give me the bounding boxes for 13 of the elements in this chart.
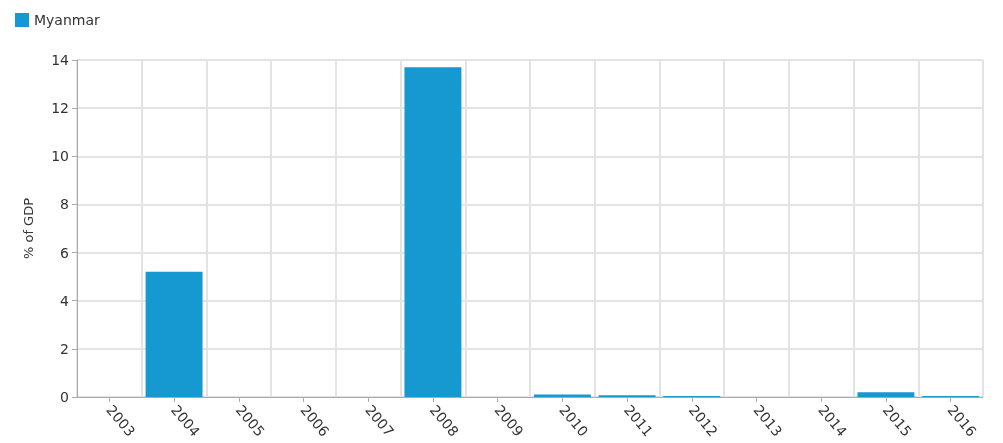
y-tick-label: 4 xyxy=(60,292,70,309)
y-tick-label: 6 xyxy=(60,244,70,261)
bar xyxy=(857,392,915,397)
legend-label: Myanmar xyxy=(34,12,101,28)
bar xyxy=(145,271,203,397)
y-tick-label: 14 xyxy=(51,52,70,68)
y-tick-label: 0 xyxy=(60,389,69,405)
y-tick-label: 2 xyxy=(60,340,69,357)
y-tick-label: 12 xyxy=(51,100,69,117)
y-axis-title: % of GDP xyxy=(21,197,36,260)
y-tick-label: 8 xyxy=(60,196,69,213)
y-tick-label: 10 xyxy=(51,148,69,165)
bar xyxy=(404,67,462,397)
